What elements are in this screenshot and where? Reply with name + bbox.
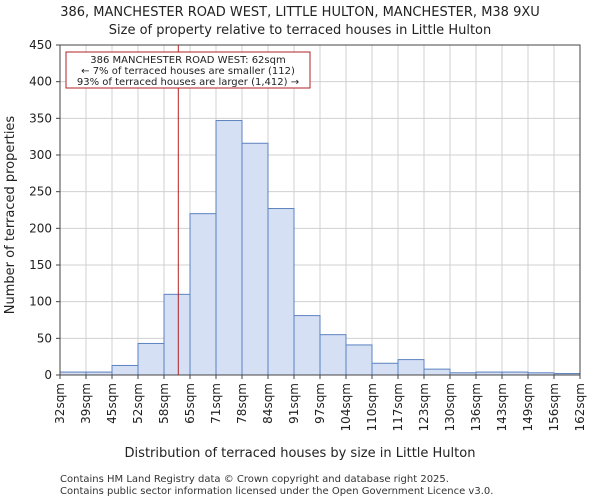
bar (371, 362, 399, 376)
y-tick-label: 200 (29, 221, 52, 235)
x-tick-label: 149sqm (521, 383, 535, 431)
bar (267, 208, 295, 376)
x-tick-label: 143sqm (495, 383, 509, 431)
y-ticks: 0 50 100 150 200 250 300 350 400 450 (29, 38, 60, 382)
x-tick-label: 156sqm (547, 383, 561, 431)
footer-line-1: Contains HM Land Registry data © Crown c… (60, 474, 449, 485)
bar (423, 368, 451, 376)
y-tick-label: 0 (44, 368, 52, 382)
bar (163, 293, 191, 376)
annotation-line-1: 386 MANCHESTER ROAD WEST: 62sqm (90, 55, 285, 66)
bar (215, 120, 243, 376)
x-tick-label: 97sqm (313, 383, 327, 424)
y-tick-label: 350 (29, 111, 52, 125)
x-tick-label: 162sqm (573, 383, 587, 431)
x-tick-label: 130sqm (443, 383, 457, 431)
x-tick-label: 84sqm (261, 383, 275, 424)
y-tick-label: 300 (29, 148, 52, 162)
y-axis-label: Number of terraced properties (3, 116, 18, 315)
x-tick-label: 123sqm (417, 383, 431, 431)
x-tick-label: 78sqm (235, 383, 249, 424)
x-tick-label: 58sqm (157, 383, 171, 424)
bar (137, 342, 165, 376)
annotation-line-3: 93% of terraced houses are larger (1,412… (77, 77, 299, 88)
bar (397, 359, 425, 376)
y-tick-label: 100 (29, 295, 52, 309)
plot-frame (59, 44, 581, 376)
bars (59, 120, 581, 376)
x-tick-label: 71sqm (209, 383, 223, 424)
x-tick-label: 65sqm (183, 383, 197, 424)
chart-subtitle: Size of property relative to terraced ho… (109, 23, 491, 38)
x-ticks: 32sqm 39sqm 45sqm 52sqm 58sqm 65sqm 71sqm 78sqm… (53, 375, 587, 431)
x-tick-label: 45sqm (105, 383, 119, 424)
annotation-line-2: ← 7% of terraced houses are smaller (112… (81, 66, 295, 77)
y-tick-label: 250 (29, 185, 52, 199)
x-tick-label: 104sqm (339, 383, 353, 431)
x-tick-label: 136sqm (469, 383, 483, 431)
bar (241, 142, 269, 376)
bar (319, 334, 347, 376)
x-tick-label: 110sqm (365, 383, 379, 431)
y-tick-label: 150 (29, 258, 52, 272)
y-tick-label: 450 (29, 38, 52, 52)
x-tick-label: 52sqm (131, 383, 145, 424)
x-tick-label: 117sqm (391, 383, 405, 431)
x-axis-label: Distribution of terraced houses by size … (125, 446, 476, 461)
bar (293, 315, 321, 376)
annotation-box (65, 51, 311, 89)
y-tick-label: 50 (37, 331, 52, 345)
x-tick-label: 32sqm (53, 383, 67, 424)
bar (189, 213, 217, 376)
chart-title: 386, MANCHESTER ROAD WEST, LITTLE HULTON… (60, 5, 540, 20)
y-tick-label: 400 (29, 75, 52, 89)
bar (111, 364, 139, 376)
x-tick-label: 91sqm (287, 383, 301, 424)
x-tick-label: 39sqm (79, 383, 93, 424)
footer-line-2: Contains public sector information licen… (60, 486, 493, 497)
bar (345, 344, 373, 376)
